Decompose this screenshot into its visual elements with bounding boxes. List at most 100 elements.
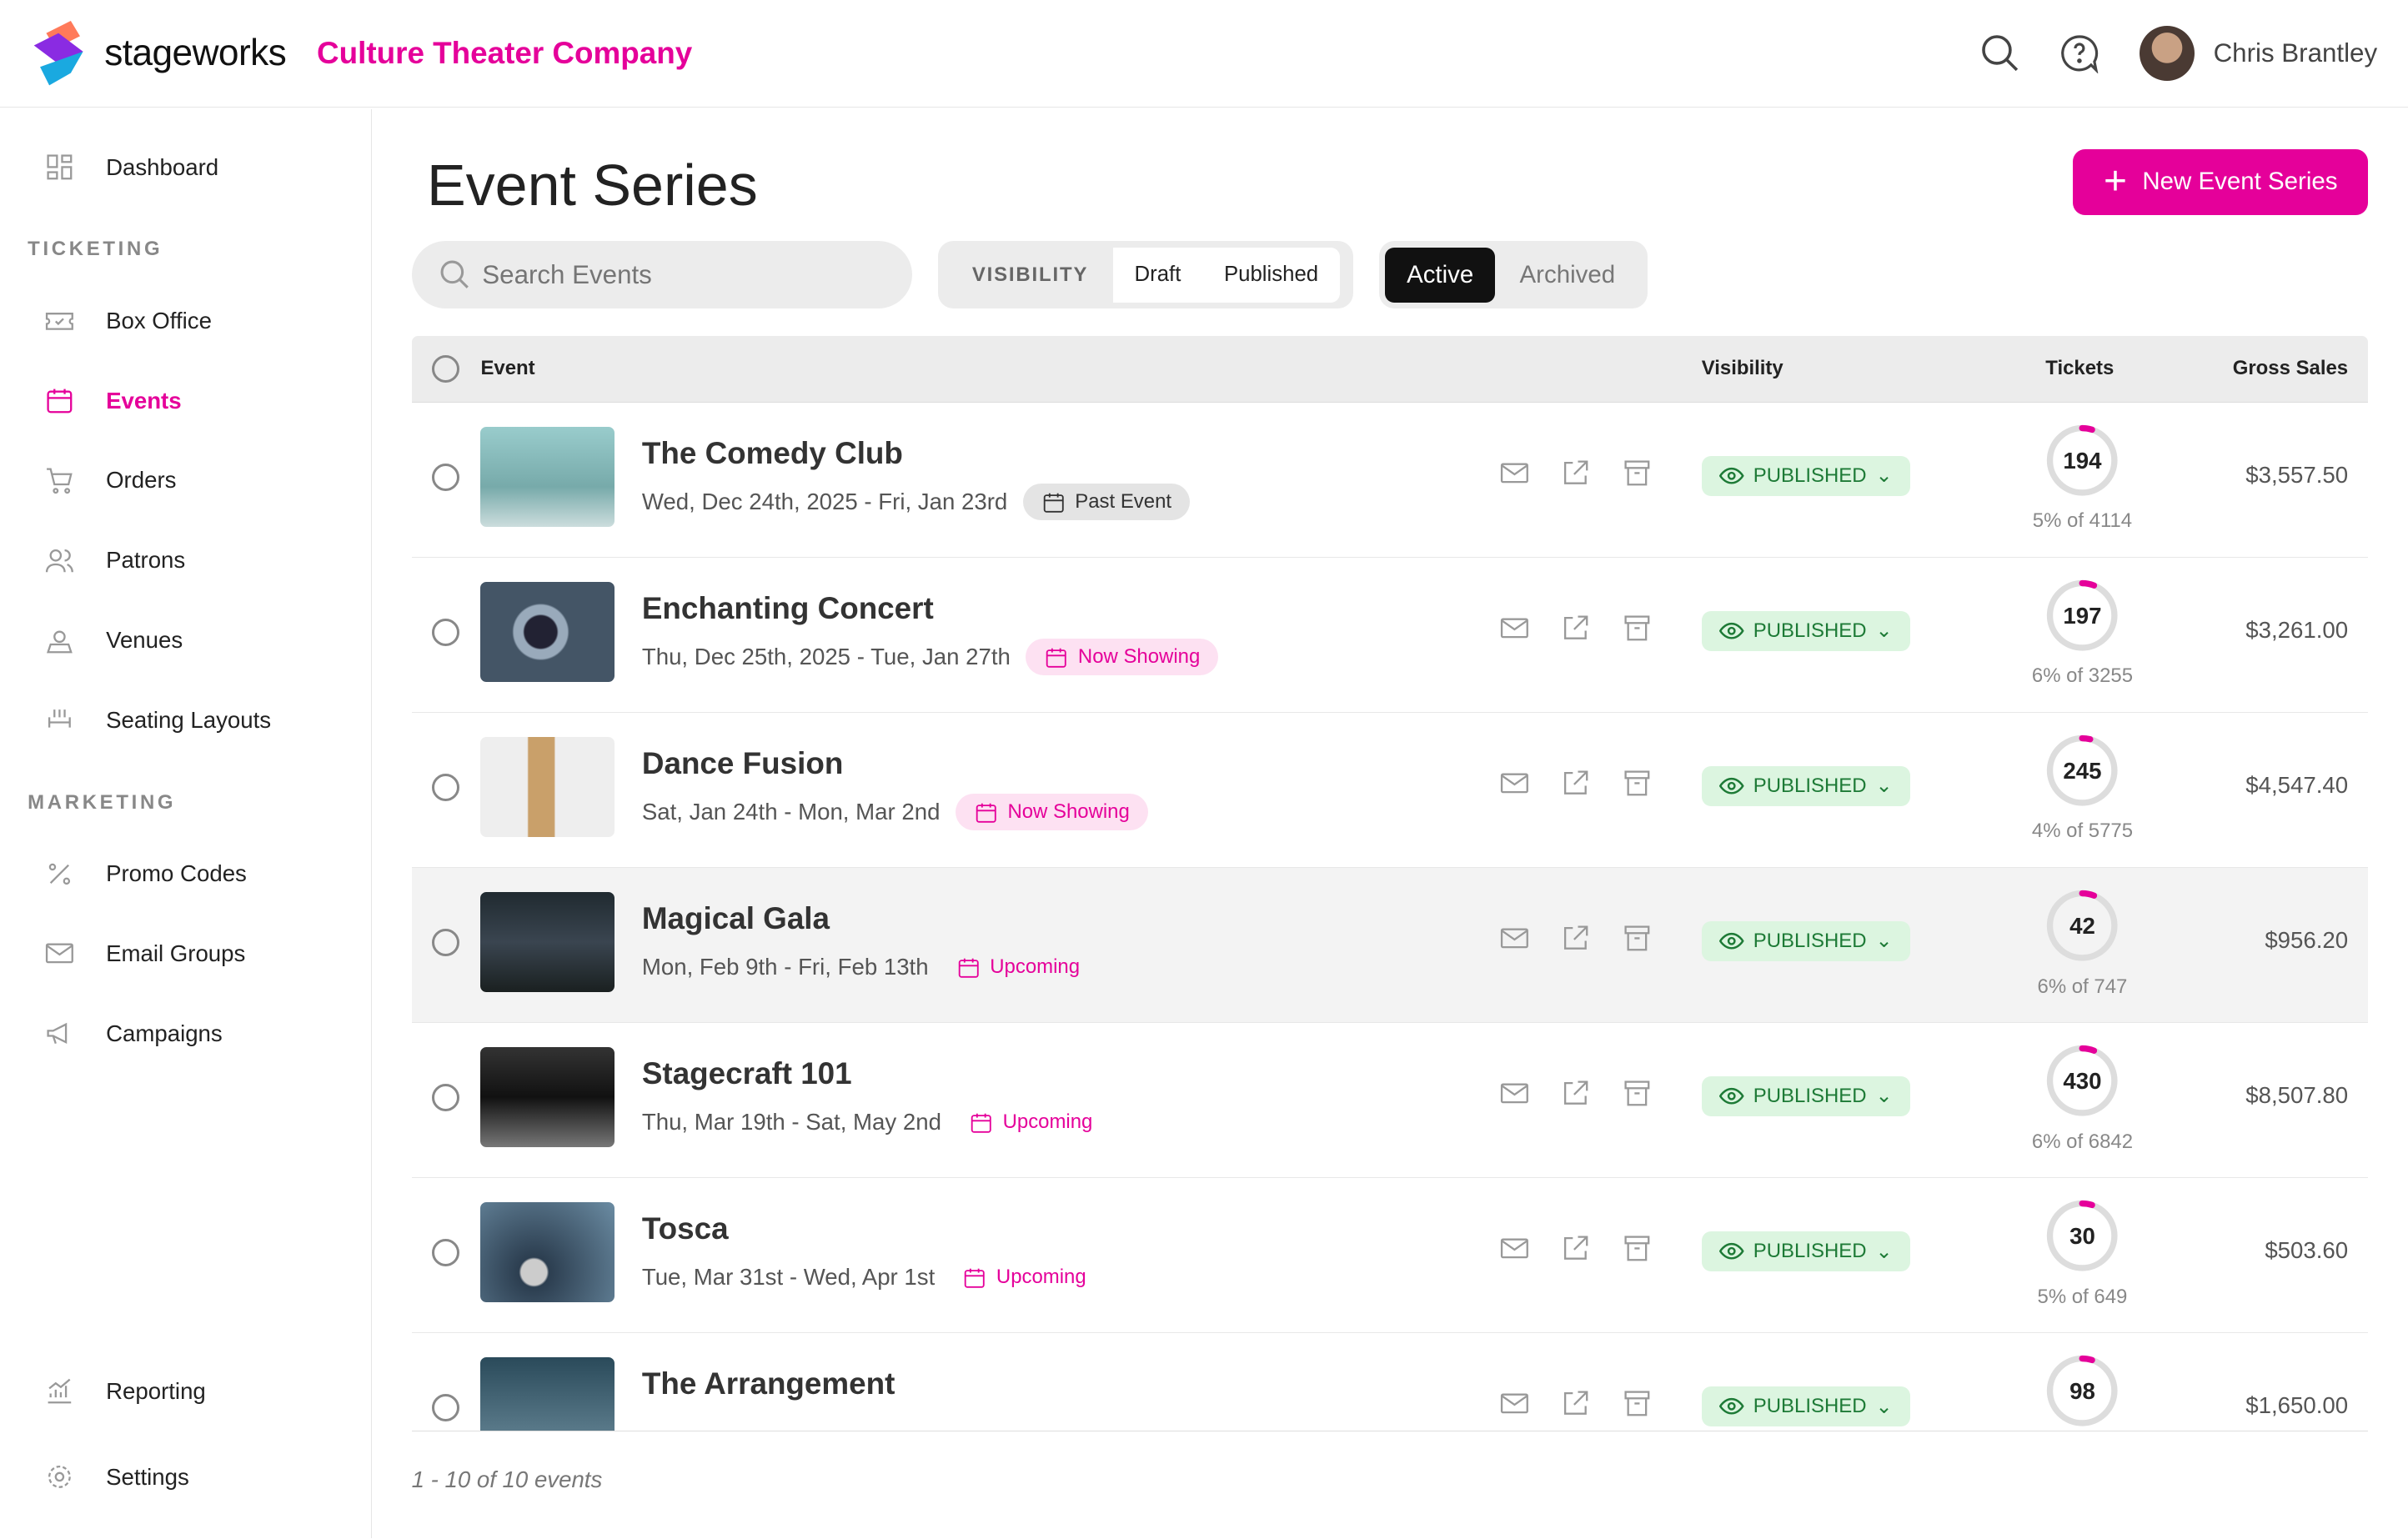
sidebar-item-patrons[interactable]: Patrons bbox=[43, 544, 185, 578]
event-title[interactable]: The Arrangement bbox=[641, 1366, 895, 1401]
table-row[interactable]: Enchanting Concert Thu, Dec 25th, 2025 -… bbox=[411, 558, 2369, 713]
megaphone-icon bbox=[43, 1016, 78, 1050]
row-select-radio[interactable] bbox=[431, 1239, 459, 1267]
gross-sales: $4,547.40 bbox=[2245, 772, 2349, 799]
email-icon[interactable] bbox=[1499, 1388, 1530, 1426]
row-select-radio[interactable] bbox=[431, 774, 459, 802]
calendar-icon bbox=[971, 1113, 991, 1133]
company-name[interactable]: Culture Theater Company bbox=[317, 35, 693, 70]
tickets-progress-arc bbox=[2047, 425, 2118, 496]
event-title[interactable]: Magical Gala bbox=[641, 901, 830, 936]
filter-active[interactable]: Active bbox=[1385, 247, 1496, 303]
sidebar-item-dashboard[interactable]: Dashboard bbox=[43, 150, 218, 184]
tickets-sold: 42 bbox=[2069, 912, 2095, 939]
tickets-progress-arc bbox=[2047, 890, 2118, 961]
eye-icon bbox=[1719, 1398, 1744, 1415]
archive-icon[interactable] bbox=[1622, 458, 1653, 495]
sidebar-item-email-groups[interactable]: Email Groups bbox=[43, 936, 245, 970]
event-title[interactable]: Tosca bbox=[641, 1211, 729, 1246]
gear-icon bbox=[43, 1461, 78, 1495]
archive-icon[interactable] bbox=[1622, 613, 1653, 650]
tickets-sold: 245 bbox=[2063, 757, 2102, 784]
email-icon[interactable] bbox=[1499, 613, 1530, 650]
event-dates: Mon, Feb 9th - Fri, Feb 13th bbox=[641, 954, 929, 980]
search-icon[interactable] bbox=[1980, 33, 2020, 73]
event-title[interactable]: Dance Fusion bbox=[641, 746, 844, 781]
filter-published[interactable]: Published bbox=[1202, 247, 1340, 303]
external-link-icon[interactable] bbox=[1560, 768, 1591, 805]
tickets-progress-ring bbox=[2047, 425, 2118, 496]
event-title[interactable]: Enchanting Concert bbox=[641, 591, 934, 626]
email-icon[interactable] bbox=[1499, 768, 1530, 805]
tickets-percent: 5% of 4114 bbox=[2032, 509, 2133, 533]
chevron-down-icon: ⌄ bbox=[1875, 464, 1893, 488]
table-row[interactable]: The Comedy Club Wed, Dec 24th, 2025 - Fr… bbox=[411, 403, 2369, 558]
email-icon[interactable] bbox=[1499, 1078, 1530, 1115]
event-thumbnail bbox=[480, 1047, 615, 1147]
section-marketing: MARKETING bbox=[28, 790, 177, 814]
venue-icon bbox=[43, 624, 78, 658]
help-icon[interactable] bbox=[2059, 33, 2099, 73]
new-event-series-button[interactable]: + New Event Series bbox=[2073, 148, 2369, 215]
tickets-progress-arc bbox=[2047, 1201, 2118, 1271]
sidebar-item-promo-codes[interactable]: Promo Codes bbox=[43, 857, 247, 891]
event-dates: Thu, Mar 19th - Sat, May 2nd bbox=[641, 1109, 941, 1135]
avatar[interactable] bbox=[2140, 25, 2195, 82]
table-row[interactable]: The Arrangement PUBLISHED ⌄ 98 $1,650.00 bbox=[412, 1333, 2368, 1431]
gross-sales: $956.20 bbox=[2265, 927, 2349, 954]
archive-icon[interactable] bbox=[1622, 1388, 1653, 1426]
sidebar-item-venues[interactable]: Venues bbox=[43, 624, 183, 658]
email-icon[interactable] bbox=[1499, 1233, 1530, 1271]
sidebar-item-events[interactable]: Events bbox=[43, 383, 182, 418]
tickets-progress-arc bbox=[2047, 1356, 2118, 1426]
table-row[interactable]: Stagecraft 101 Thu, Mar 19th - Sat, May … bbox=[411, 1023, 2369, 1178]
external-link-icon[interactable] bbox=[1560, 923, 1591, 960]
visibility-dropdown[interactable]: PUBLISHED ⌄ bbox=[1701, 766, 1911, 806]
chevron-down-icon: ⌄ bbox=[1875, 930, 1893, 953]
search-input[interactable] bbox=[482, 259, 882, 290]
table-row[interactable]: Magical Gala Mon, Feb 9th - Fri, Feb 13t… bbox=[411, 867, 2369, 1023]
sidebar-item-seating-layouts[interactable]: Seating Layouts bbox=[43, 704, 271, 738]
table-row[interactable]: Tosca Tue, Mar 31st - Wed, Apr 1st Upcomi… bbox=[411, 1178, 2369, 1333]
visibility-dropdown[interactable]: PUBLISHED ⌄ bbox=[1701, 921, 1911, 961]
status-badge: Past Event bbox=[1022, 484, 1191, 521]
row-select-radio[interactable] bbox=[431, 1394, 459, 1422]
event-title[interactable]: The Comedy Club bbox=[641, 436, 903, 471]
row-select-radio[interactable] bbox=[431, 464, 459, 492]
filter-archived[interactable]: Archived bbox=[1519, 260, 1616, 288]
external-link-icon[interactable] bbox=[1560, 1233, 1591, 1271]
row-select-radio[interactable] bbox=[431, 619, 459, 647]
visibility-dropdown[interactable]: PUBLISHED ⌄ bbox=[1701, 1231, 1911, 1271]
calendar-icon bbox=[1043, 493, 1064, 513]
sidebar-item-reporting[interactable]: Reporting bbox=[43, 1374, 206, 1408]
email-icon[interactable] bbox=[1499, 923, 1530, 960]
visibility-dropdown[interactable]: PUBLISHED ⌄ bbox=[1701, 455, 1911, 496]
event-dates: Sat, Jan 24th - Mon, Mar 2nd bbox=[641, 799, 941, 825]
sidebar-item-campaigns[interactable]: Campaigns bbox=[43, 1016, 223, 1050]
external-link-icon[interactable] bbox=[1560, 458, 1591, 495]
external-link-icon[interactable] bbox=[1560, 613, 1591, 650]
tickets-sold: 194 bbox=[2063, 447, 2102, 474]
visibility-dropdown[interactable]: PUBLISHED ⌄ bbox=[1701, 611, 1911, 651]
external-link-icon[interactable] bbox=[1560, 1388, 1591, 1426]
sidebar-item-settings[interactable]: Settings bbox=[43, 1461, 189, 1495]
sidebar-item-orders[interactable]: Orders bbox=[43, 464, 176, 498]
visibility-dropdown[interactable]: PUBLISHED ⌄ bbox=[1701, 1076, 1911, 1116]
row-select-radio[interactable] bbox=[431, 1084, 459, 1112]
archive-icon[interactable] bbox=[1622, 768, 1653, 805]
row-select-radio[interactable] bbox=[431, 929, 459, 957]
event-title[interactable]: Stagecraft 101 bbox=[641, 1056, 852, 1091]
archive-icon[interactable] bbox=[1622, 1078, 1653, 1115]
table-row[interactable]: Dance Fusion Sat, Jan 24th - Mon, Mar 2n… bbox=[411, 713, 2369, 868]
filter-draft[interactable]: Draft bbox=[1112, 247, 1203, 303]
archive-icon[interactable] bbox=[1622, 923, 1653, 960]
select-all-radio[interactable] bbox=[431, 354, 459, 383]
email-icon[interactable] bbox=[1499, 458, 1530, 495]
sidebar-item-box-office[interactable]: Box Office bbox=[43, 304, 212, 338]
visibility-dropdown[interactable]: PUBLISHED ⌄ bbox=[1701, 1386, 1911, 1426]
tickets-progress-ring bbox=[2047, 1045, 2118, 1116]
search-icon bbox=[440, 260, 469, 289]
external-link-icon[interactable] bbox=[1560, 1078, 1591, 1115]
archive-icon[interactable] bbox=[1622, 1233, 1653, 1271]
user-name[interactable]: Chris Brantley bbox=[2213, 38, 2378, 68]
